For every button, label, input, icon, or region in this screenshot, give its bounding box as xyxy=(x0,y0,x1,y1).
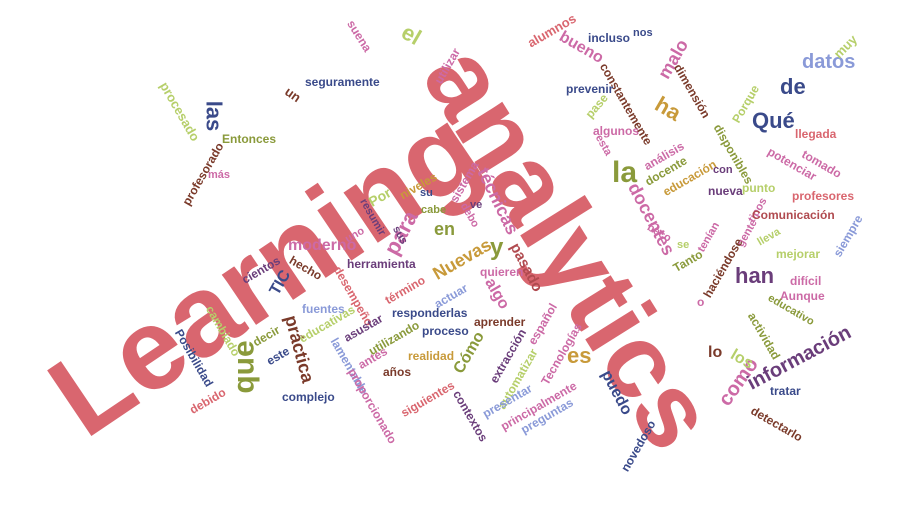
word-quieren: quieren xyxy=(480,265,524,279)
word-procesado: procesado xyxy=(156,79,203,144)
word-entonces: Entonces xyxy=(222,132,277,146)
word-herramienta: herramienta xyxy=(347,257,416,271)
word-comunicacion: Comunicación xyxy=(752,208,835,222)
word-disponibles: disponibles xyxy=(710,121,757,187)
word-el: el xyxy=(397,19,426,50)
word-han: han xyxy=(735,263,775,288)
word-es: es xyxy=(567,343,592,368)
word-mejorar: mejorar xyxy=(776,247,821,261)
word-actividad: actividad xyxy=(744,309,784,363)
word-responderlas: responderlas xyxy=(392,306,468,320)
word-termino: término xyxy=(382,272,428,308)
word-nos: nos xyxy=(633,27,653,39)
word-moderno: moderno xyxy=(288,237,357,254)
word-con: con xyxy=(713,164,733,176)
word-las: las xyxy=(201,100,227,132)
word-algo: algo xyxy=(481,275,513,313)
word-y: y xyxy=(490,234,504,261)
word-en: en xyxy=(434,219,456,239)
word-de: de xyxy=(780,74,806,99)
word-ha: ha xyxy=(650,91,686,126)
word-la: la xyxy=(612,156,638,189)
word-fuentes: fuentes xyxy=(302,302,345,316)
word-tenian: tenían xyxy=(695,220,723,255)
word-seguramente: seguramente xyxy=(305,75,380,89)
word-lleva: lleva xyxy=(755,225,783,249)
word-lo: lo xyxy=(708,344,723,361)
word-detectarlo: detectarlo xyxy=(748,403,806,445)
word-un: un xyxy=(282,83,304,106)
word-o: o xyxy=(697,295,705,309)
word-este: este xyxy=(264,343,292,369)
word-punto: punto xyxy=(742,181,776,195)
word-suena: suena xyxy=(344,17,375,55)
word-su: su xyxy=(420,187,433,199)
word-mas: más xyxy=(208,169,231,181)
word-profesores: profesores xyxy=(792,189,855,203)
word-proceso: proceso xyxy=(422,324,469,338)
word-incluso: incluso xyxy=(588,31,631,45)
word-anos: años xyxy=(383,365,412,379)
word-tratar: tratar xyxy=(770,384,801,398)
word-cabe: cabe xyxy=(421,204,447,216)
word-prevenir: prevenir xyxy=(566,82,614,96)
word-complejo: complejo xyxy=(282,390,335,404)
word-siempre: siempre xyxy=(830,212,866,260)
word-aprender: aprender xyxy=(474,315,526,329)
word-realidad: realidad xyxy=(408,349,455,363)
word-algunos: algunos xyxy=(593,124,640,138)
word-datos: datos xyxy=(802,51,856,73)
word-aunque: Aunque xyxy=(780,289,825,303)
word-siguientes: siguientes xyxy=(398,378,457,420)
word-ve: ve xyxy=(470,199,483,211)
word-se: se xyxy=(677,239,690,251)
word-tanto: Tanto xyxy=(670,246,706,276)
word-nueva: nueva xyxy=(708,184,743,198)
word-llegada: llegada xyxy=(795,127,837,141)
word-que-q: Qué xyxy=(752,108,795,133)
word-dificil: difícil xyxy=(790,274,822,288)
